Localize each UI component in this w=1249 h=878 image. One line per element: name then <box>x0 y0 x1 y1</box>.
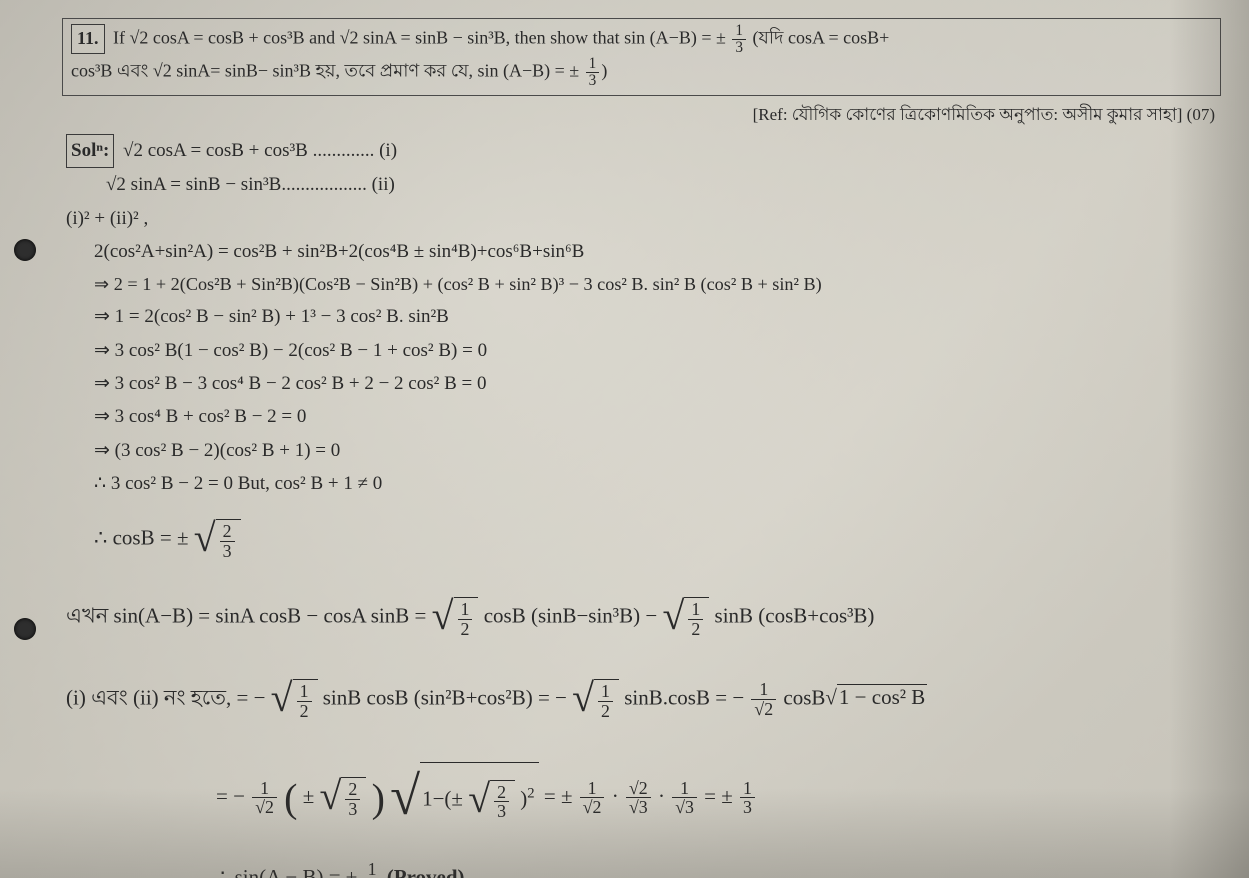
frac-1-r3: 1 √3 <box>672 779 697 817</box>
solution-line-eq1: Solⁿ: √2 cosA = cosB + cos³B ...........… <box>66 134 1221 168</box>
sqrt-1-cos2B: 1 − cos² B <box>837 684 927 709</box>
frac-1-root2-a: 1 √2 <box>751 680 776 718</box>
frac-r2-r3: √2 √3 <box>626 779 651 817</box>
solution-line-sq: (i)² + (ii)² , <box>66 203 1221 235</box>
problem-line2b: ) <box>601 61 607 81</box>
sqrt-2-3: √ 2 3 <box>194 506 241 574</box>
sqrt-half-2: √ 1 2 <box>662 584 709 652</box>
solution-line-5: ⇒ 3 cos² B − 3 cos⁴ B − 2 cos² B + 2 − 2… <box>66 368 1221 400</box>
sqrt-half-1: √ 1 2 <box>432 584 479 652</box>
solution-final: ∴ sin(A − B) = ± 1 3 (Proved) <box>66 860 1221 878</box>
solution-line-3: ⇒ 1 = 2(cos² B − sin² B) + 1³ − 3 cos² B… <box>66 301 1221 333</box>
fraction-1-3b: 1 3 <box>586 56 600 89</box>
sqrt-half-4: √ 1 2 <box>572 666 619 734</box>
frac-1-root2-b: 1 √2 <box>252 779 277 817</box>
page-content: 11. If √2 cosA = cosB + cos³B and √2 sin… <box>0 0 1249 878</box>
solution-body: Solⁿ: √2 cosA = cosB + cos³B ...........… <box>62 134 1221 878</box>
problem-text-bn-1: (যদি cosA = cosB+ <box>753 28 890 48</box>
binding-holes <box>14 0 42 878</box>
solution-line-2: ⇒ 2 = 1 + 2(Cos²B + Sin²B)(Cos²B − Sin²B… <box>66 269 1221 300</box>
solution-label: Solⁿ: <box>66 134 114 168</box>
problem-text-en: If √2 cosA = cosB + cos³B and √2 sinA = … <box>113 28 726 48</box>
solution-line-eq2: √2 sinA = sinB − sin³B..................… <box>66 169 1221 201</box>
reference-line: [Ref: যৌগিক কোণের ত্রিকোণমিতিক অনুপাত: অ… <box>62 102 1215 130</box>
solution-step2: (i) এবং (ii) নং হতে, = − √ 1 2 sinB cosB… <box>66 666 1221 734</box>
solution-line-4: ⇒ 3 cos² B(1 − cos² B) − 2(cos² B − 1 + … <box>66 335 1221 367</box>
frac-1-3-final: 1 3 <box>365 860 380 878</box>
frac-1-3c: 1 3 <box>740 779 755 817</box>
solution-line-8: ∴ 3 cos² B − 2 = 0 But, cos² B + 1 ≠ 0 <box>66 468 1221 500</box>
problem-line2a: cos³B এবং √2 sinA= sinB− sin³B হয়, তবে … <box>71 61 579 81</box>
solution-line-7: ⇒ (3 cos² B − 2)(cos² B + 1) = 0 <box>66 435 1221 467</box>
solution-sinAB: এখন sin(A−B) = sinA cosB − cosA sinB = √… <box>66 584 1221 652</box>
solution-cosB: ∴ cosB = ± √ 2 3 <box>66 506 1221 574</box>
solution-line-1: 2(cos²A+sin²A) = cos²B + sin²B+2(cos⁴B ±… <box>66 236 1221 268</box>
fraction-1-3: 1 3 <box>732 23 746 56</box>
solution-step3: = − 1 √2 ( (±± √ 2 3 ) √ 1−(± <box>66 752 1221 845</box>
sqrt-half-3: √ 1 2 <box>271 666 318 734</box>
question-number: 11. <box>71 24 105 54</box>
big-sqrt: √ 1−(± √ 2 3 )2 <box>390 752 539 845</box>
solution-line-6: ⇒ 3 cos⁴ B + cos² B − 2 = 0 <box>66 401 1221 433</box>
sqrt-2-3b: √ 2 3 <box>319 764 366 832</box>
problem-statement: 11. If √2 cosA = cosB + cos³B and √2 sin… <box>62 18 1221 96</box>
frac-1-root2-c: 1 √2 <box>580 779 605 817</box>
proved-label: (Proved) <box>387 865 465 878</box>
